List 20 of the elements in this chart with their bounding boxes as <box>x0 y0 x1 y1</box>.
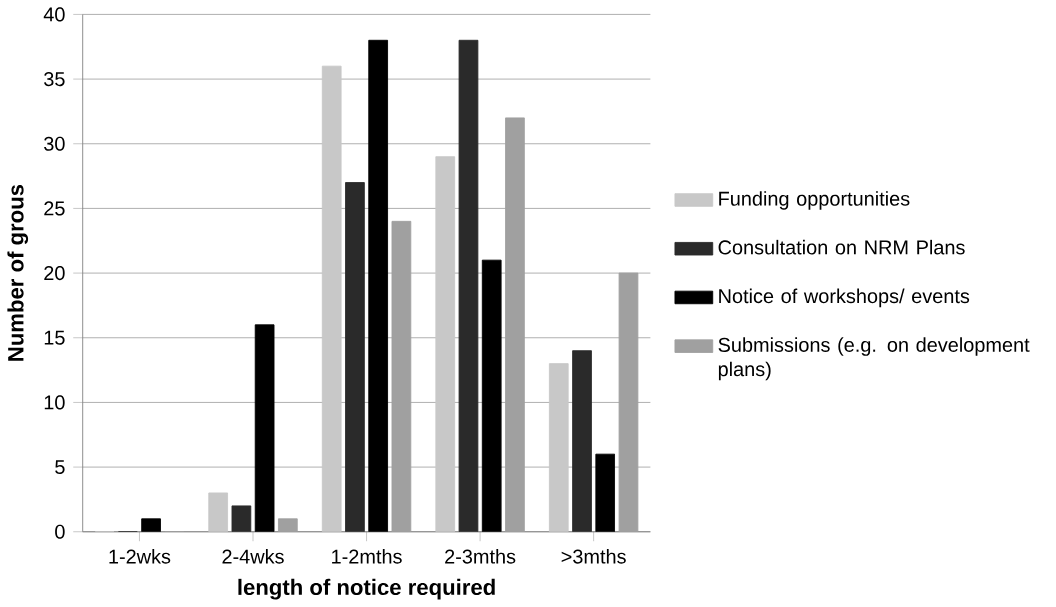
x-tick-label: 1-2mths <box>332 549 402 564</box>
x-tick-label: 1-2wks <box>109 549 171 564</box>
y-tick-label: 30 <box>44 136 65 151</box>
y-tick-label: 5 <box>55 460 65 475</box>
y-tick-label: 20 <box>44 266 65 281</box>
legend-label: Consultation on NRM Plans <box>718 239 965 255</box>
legend-label: Submissions (e.g. on development plans) <box>718 337 1030 381</box>
y-tick-label: 15 <box>44 330 65 345</box>
x-axis-title: length of notice required <box>238 578 495 600</box>
x-tick-label: >3mths <box>561 549 626 564</box>
x-tick-label: 2-4wks <box>222 549 284 564</box>
y-tick-label: 35 <box>44 72 65 87</box>
legend-label: Funding opportunities <box>719 191 910 210</box>
y-tick-label: 10 <box>44 395 65 410</box>
legend-label: Notice of workshops/ events <box>719 288 970 308</box>
y-axis-title: Number of grous <box>7 184 29 361</box>
x-tick-label: 2-3mths <box>445 549 516 564</box>
y-tick-label: 0 <box>55 524 65 539</box>
y-tick-label: 25 <box>44 201 65 216</box>
y-tick-label: 40 <box>43 7 65 22</box>
